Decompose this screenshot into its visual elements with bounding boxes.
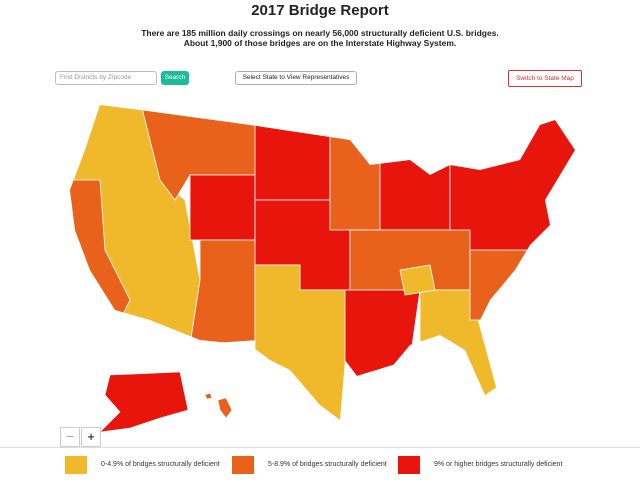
state-select[interactable]: Select State to View Representatives xyxy=(235,71,357,85)
district-region[interactable] xyxy=(99,371,189,433)
district-region[interactable] xyxy=(399,264,436,296)
district-region[interactable] xyxy=(419,289,501,401)
subtitle: About 1,900 of those bridges are on the … xyxy=(183,38,457,48)
switch-button[interactable]: Switch to State Map xyxy=(508,70,582,87)
legend: 0-4.9% of bridges structurally deficient… xyxy=(0,447,640,495)
subtitle: There are 185 million daily crossings on… xyxy=(141,28,499,38)
district-region[interactable] xyxy=(469,249,541,321)
legend-label: 9% or higher bridges structurally defici… xyxy=(434,461,563,468)
zipcode-input[interactable]: Find Districts by Zipcode xyxy=(55,71,157,85)
district-region[interactable] xyxy=(217,397,233,419)
legend-swatch xyxy=(398,456,420,474)
legend-swatch xyxy=(232,456,254,474)
legend-label: 5-8.9% of bridges structurally deficient xyxy=(268,461,387,468)
district-region[interactable] xyxy=(189,174,256,241)
zoom-out[interactable]: − xyxy=(60,427,80,447)
district-region[interactable] xyxy=(254,100,331,201)
legend-label: 0-4.9% of bridges structurally deficient xyxy=(101,461,220,468)
title: 2017 Bridge Report xyxy=(251,2,389,19)
search-button[interactable]: Search xyxy=(161,71,189,85)
district-region[interactable] xyxy=(189,239,266,346)
district-region[interactable] xyxy=(449,100,600,251)
zoom-in[interactable]: + xyxy=(81,427,101,447)
district-region[interactable] xyxy=(344,289,421,381)
district-region[interactable] xyxy=(204,392,213,400)
legend-swatch xyxy=(65,456,87,474)
district-region[interactable] xyxy=(329,100,381,231)
